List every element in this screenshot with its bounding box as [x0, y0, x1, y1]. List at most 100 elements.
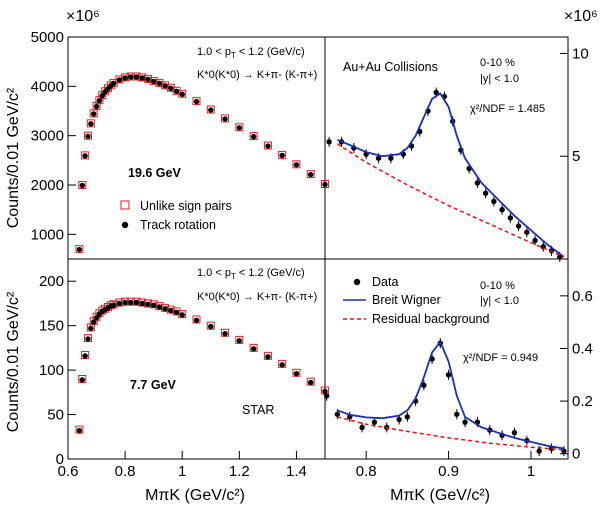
legend-bw-label: Breit Wigner	[372, 293, 441, 307]
top-right-data-point	[499, 206, 505, 213]
y-tick-label: 2000	[31, 177, 64, 194]
x-tick-label: 0.9	[438, 463, 459, 480]
br-rapidity: |y| < 1.0	[480, 295, 519, 307]
top-left-data-point	[156, 80, 163, 87]
y-tick-label: 5	[572, 148, 580, 165]
bottom-right-data-point	[511, 429, 518, 436]
y-tick-label: 200	[39, 273, 64, 290]
tr-multiplier: ×10⁶	[564, 8, 598, 25]
y-axis-label-top: Counts/0.01 GeV/c²	[5, 87, 22, 228]
bottom-left-data-point	[208, 323, 214, 330]
bottom-left-data-point	[265, 354, 271, 360]
tl-multiplier: ×10⁶	[66, 8, 100, 25]
top-left-data-point	[82, 153, 88, 159]
bottom-right-data-point	[404, 414, 411, 420]
top-left-data-point	[173, 88, 180, 94]
tr-chi2: χ²/NDF = 1.485	[470, 103, 545, 115]
bottom-left-data-point	[85, 336, 91, 342]
legend-bg-label: Residual background	[372, 312, 489, 326]
bottom-left-data-point	[145, 301, 151, 308]
top-left-data-point	[250, 133, 257, 140]
top-left-unlike-sign-point	[83, 131, 92, 140]
legend-data-marker	[353, 278, 361, 286]
top-left-data-point	[139, 75, 145, 81]
bottom-left-data-point	[156, 304, 163, 310]
top-left-data-point	[76, 246, 83, 253]
bottom-left-data-point	[279, 362, 285, 368]
top-left-unlike-sign-point	[75, 245, 84, 254]
bottom-left-data-point	[236, 338, 243, 344]
top-left-data-point	[168, 85, 174, 92]
bottom-right-data-point	[421, 382, 427, 389]
tr-rapidity: |y| < 1.0	[480, 73, 519, 85]
top-right-data-point	[482, 190, 489, 196]
top-right-data-point	[433, 89, 439, 96]
bottom-left-data-point	[293, 370, 300, 377]
bottom-left-data-point	[128, 299, 134, 306]
bottom-left-data-point	[133, 299, 140, 306]
y-tick-label: 4000	[31, 78, 64, 95]
y-tick-label: 50	[47, 407, 64, 424]
y-tick-label: 0.4	[572, 340, 593, 357]
bl-energy: 7.7 GeV	[130, 378, 177, 392]
top-left-data-point	[99, 93, 105, 99]
tl-energy: 19.6 GeV	[128, 166, 181, 180]
top-left-data-point	[208, 107, 214, 113]
bottom-left-data-point	[82, 353, 88, 359]
bottom-left-data-point	[179, 312, 185, 318]
bottom-right-data-point	[359, 424, 365, 431]
top-left-data-point	[279, 152, 285, 159]
top-left-data-point	[193, 98, 200, 105]
tl-decay: K*0(K*0) → K+π- (K-π+)	[197, 69, 317, 81]
bottom-left-data-point	[168, 307, 174, 314]
y-tick-label: 3000	[31, 128, 64, 145]
frame-bottom-right	[324, 258, 569, 460]
x-tick-label: 0.8	[115, 463, 136, 480]
top-right-data-point	[524, 229, 530, 235]
tr-centrality: 0-10 %	[480, 57, 515, 69]
x-axis-label-right: MπK (GeV/c²)	[390, 487, 490, 504]
y-tick-label: 0	[572, 446, 580, 463]
top-right-data-point	[326, 139, 332, 145]
br-centrality: 0-10 %	[480, 280, 515, 292]
top-left-unlike-sign-point	[95, 96, 104, 105]
top-left-data-point	[222, 116, 228, 122]
top-left-unlike-sign-point	[92, 102, 101, 111]
x-tick-label: 0.6	[58, 463, 79, 480]
panel-frames	[67, 36, 569, 460]
top-left-unlike-sign-point	[78, 181, 87, 189]
top-left-unlike-sign-point	[306, 170, 315, 179]
y-tick-label: 0.6	[572, 288, 593, 305]
bottom-left-data-point	[308, 379, 314, 386]
top-left-unlike-sign-point	[192, 97, 201, 106]
top-left-unlike-sign-point	[172, 86, 181, 95]
y-tick-label: 5000	[31, 29, 64, 46]
x-tick-label: 1	[178, 463, 186, 480]
frame-bottom-left	[67, 258, 326, 460]
bottom-left-data-point	[110, 302, 117, 308]
top-right-breit-wigner-line	[337, 92, 565, 258]
top-left-data-point	[162, 83, 168, 89]
top-left-unlike-sign-point	[221, 114, 230, 123]
legend-unlike-label: Unlike sign pairs	[140, 199, 232, 213]
top-right-data-point	[491, 198, 497, 205]
top-right-data-point	[375, 155, 382, 161]
x-tick-label: 1.2	[229, 463, 250, 480]
bottom-left-data-point	[193, 317, 200, 324]
legend-unlike-marker	[120, 200, 130, 210]
top-left-data-point	[91, 111, 97, 117]
y-tick-label: 1000	[31, 226, 64, 243]
bottom-left-data-point	[91, 319, 97, 325]
top-left-data-point	[79, 182, 85, 189]
x-tick-label: 1.4	[286, 463, 307, 480]
top-left-data-point	[116, 77, 123, 83]
top-left-unlike-sign-point	[161, 81, 170, 90]
top-left-data-point	[265, 143, 271, 149]
x-tick-label: 1	[527, 463, 535, 480]
bl-decay: K*0(K*0) → K+π- (K-π+)	[197, 291, 317, 303]
bottom-right-data-point	[396, 416, 402, 423]
top-left-data-point	[122, 75, 128, 81]
top-right-residual-background-line	[336, 143, 565, 258]
